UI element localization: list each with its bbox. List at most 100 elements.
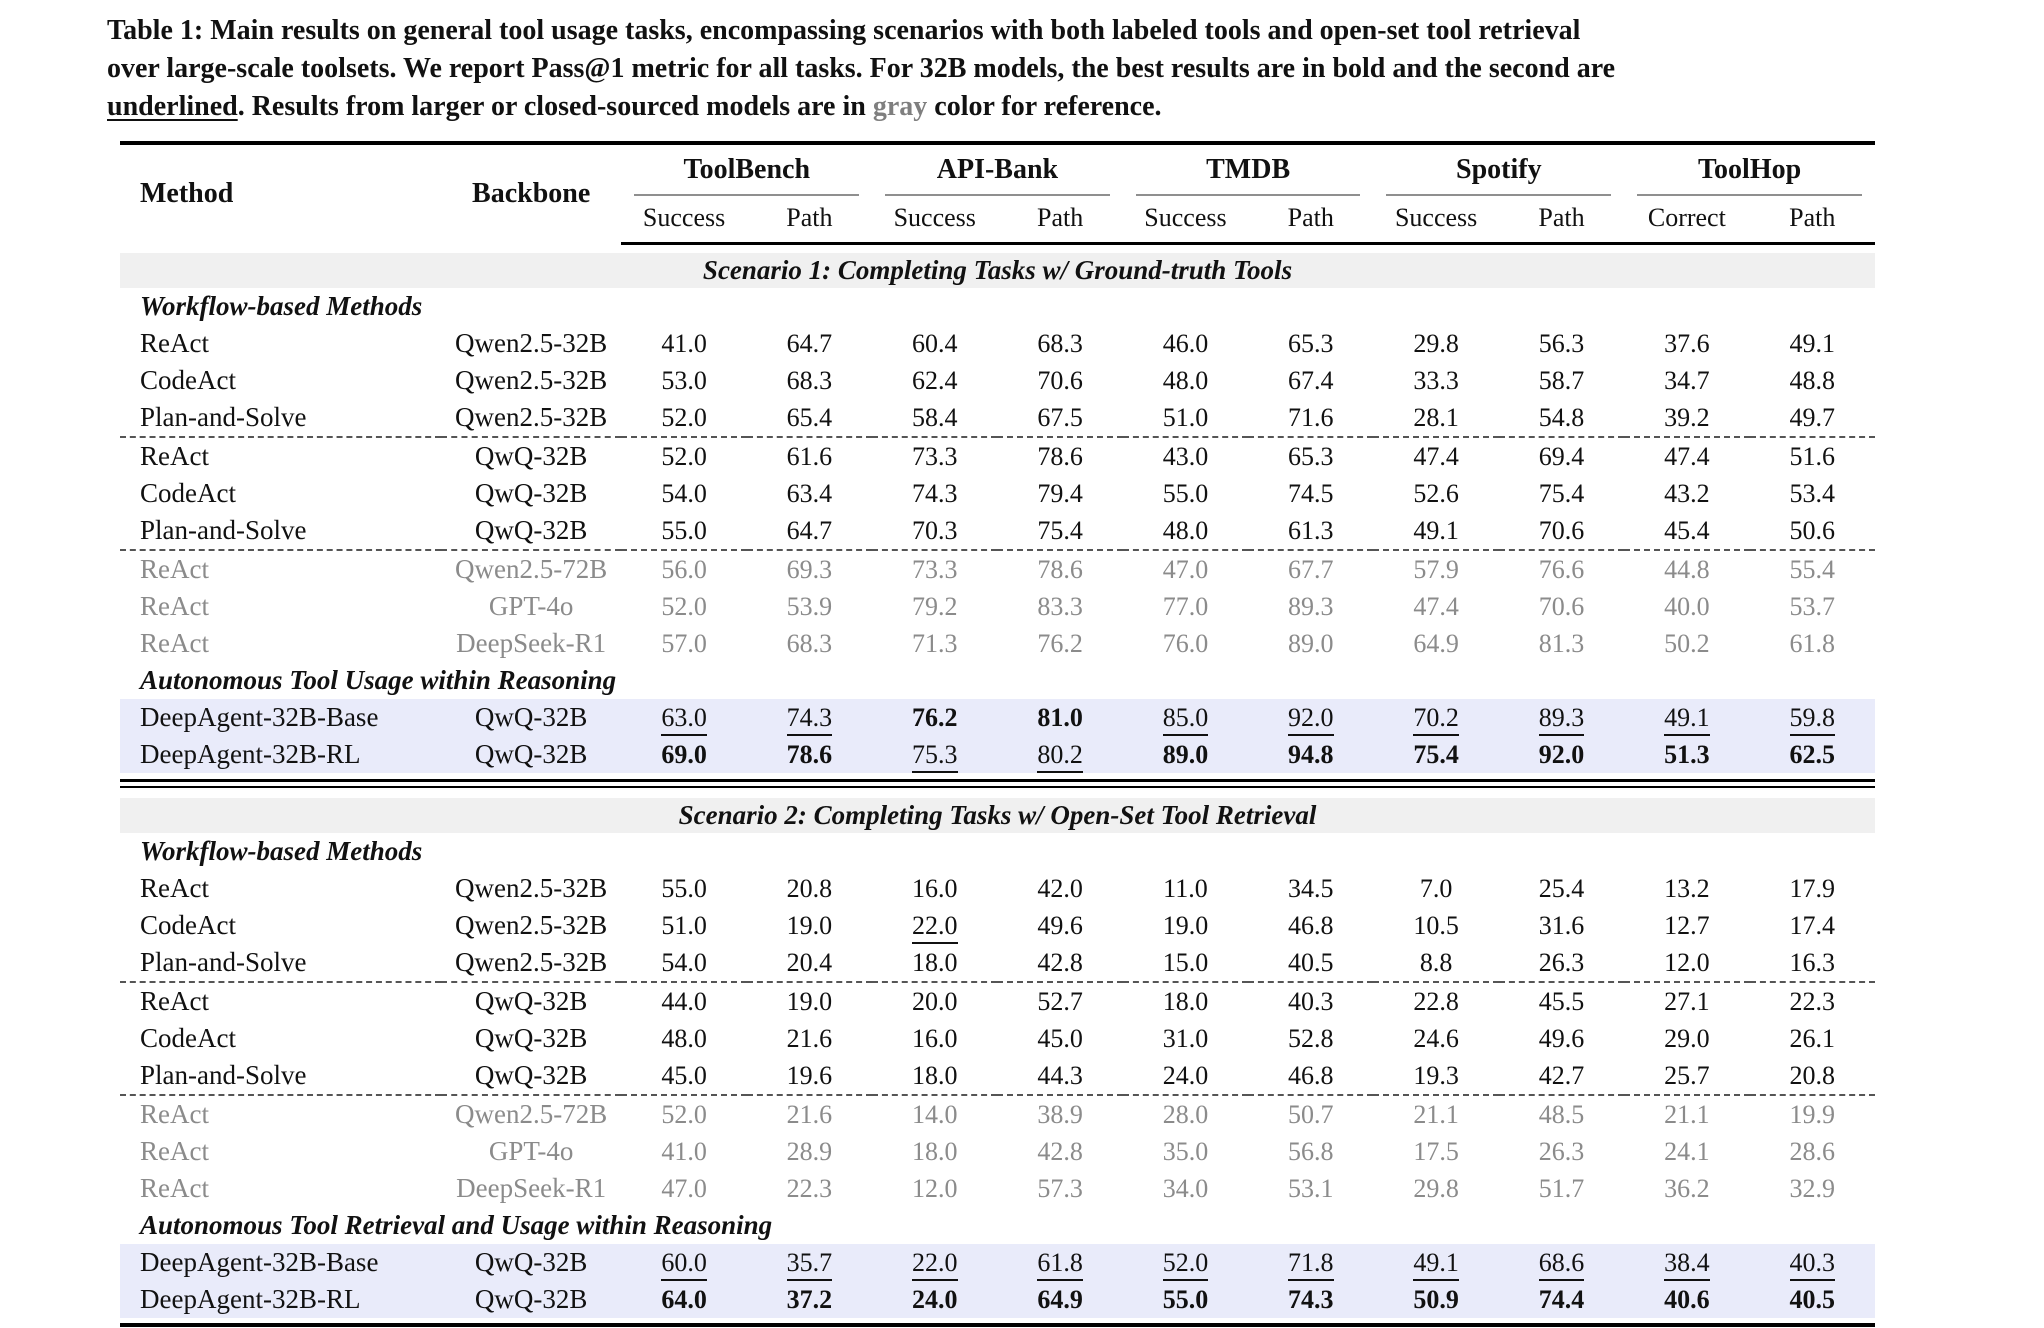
value-cell: 33.3 [1373, 362, 1498, 399]
value-text: 65.4 [786, 403, 833, 432]
value-text: 33.3 [1413, 366, 1459, 395]
value-text: 74.3 [1288, 1285, 1334, 1314]
value-text: 47.4 [1413, 592, 1459, 621]
value-text: 17.5 [1413, 1137, 1459, 1166]
backbone-cell: QwQ-32B [440, 981, 622, 1020]
value-text: 35.0 [1162, 1137, 1209, 1166]
value-cell: 46.8 [1248, 1057, 1373, 1095]
value-text: 48.0 [1162, 516, 1209, 545]
section-label: Workflow-based Methods [140, 291, 423, 321]
value-cell: 47.0 [621, 1170, 746, 1207]
value-cell: 74.3 [872, 475, 997, 512]
value-cell: 65.3 [1248, 325, 1373, 362]
value-cell: 68.6 [1498, 1244, 1625, 1281]
value-text: 42.8 [1037, 948, 1083, 977]
value-cell: 68.3 [747, 625, 872, 662]
value-text: 56.3 [1538, 329, 1585, 358]
value-cell: 44.3 [997, 1057, 1122, 1095]
method-cell: Plan-and-Solve [140, 402, 307, 432]
value-text: 12.7 [1664, 911, 1710, 940]
value-cell: 89.0 [1122, 736, 1249, 773]
value-cell: 56.8 [1248, 1133, 1373, 1170]
value-text: 44.8 [1664, 555, 1710, 584]
value-cell: 70.6 [997, 362, 1122, 399]
value-text: 26.3 [1538, 1137, 1585, 1166]
value-text: 62.4 [912, 366, 958, 395]
value-text: 57.3 [1037, 1174, 1083, 1203]
value-cell: 92.0 [1248, 699, 1374, 736]
method-cell: CodeAct [140, 910, 236, 940]
value-cell: 60.0 [621, 1244, 747, 1281]
value-cell: 65.3 [1248, 436, 1374, 475]
table-row: ReAct DeepSeek-R1 47.0 22.3 12.0 57.3 34.0 53.1… [120, 1170, 1875, 1207]
value-cell: 57.9 [1373, 549, 1499, 588]
value-cell: 8.8 [1373, 944, 1498, 982]
value-cell: 26.1 [1750, 1020, 1875, 1057]
value-text: 60.4 [912, 329, 958, 358]
value-text: 40.5 [1288, 948, 1334, 977]
value-cell: 46.8 [1248, 907, 1373, 944]
value-text: 52.0 [1162, 1249, 1209, 1281]
value-text: 55.0 [661, 516, 707, 545]
divider-cell [120, 779, 1875, 788]
method-cell: ReAct [140, 328, 209, 358]
value-cell: 67.7 [1248, 549, 1374, 588]
value-cell: 21.1 [1624, 1094, 1750, 1133]
value-text: 19.9 [1789, 1100, 1836, 1129]
table-caption: Table 1: Main results on general tool us… [107, 12, 1875, 126]
value-cell: 60.4 [872, 325, 997, 362]
value-cell: 70.2 [1373, 699, 1499, 736]
value-cell: 62.5 [1749, 736, 1875, 773]
backbone-cell: DeepSeek-R1 [456, 628, 607, 658]
value-cell: 15.0 [1123, 944, 1248, 982]
value-text: 74.3 [912, 479, 958, 508]
value-cell: 55.0 [1123, 475, 1248, 512]
value-cell: 32.9 [1750, 1170, 1875, 1207]
value-cell: 78.6 [997, 549, 1123, 588]
value-cell: 55.4 [1749, 549, 1875, 588]
value-cell: 80.2 [997, 736, 1123, 773]
method-cell: DeepAgent-32B-Base [120, 1244, 441, 1281]
value-text: 89.3 [1288, 592, 1334, 621]
value-text: 75.3 [912, 741, 958, 773]
value-text: 79.2 [912, 592, 958, 621]
value-cell: 56.3 [1499, 325, 1624, 362]
value-text: 46.0 [1162, 329, 1209, 358]
value-text: 71.6 [1288, 403, 1334, 432]
value-text: 58.7 [1538, 366, 1585, 395]
value-text: 69.3 [786, 555, 833, 584]
value-text: 73.3 [912, 555, 958, 584]
value-text: 27.1 [1664, 987, 1710, 1016]
value-text: 19.0 [1162, 911, 1209, 940]
value-text: 44.0 [661, 987, 707, 1016]
value-cell: 40.5 [1248, 944, 1373, 982]
value-text: 64.9 [1037, 1285, 1083, 1314]
table-row: DeepAgent-32B-RL QwQ-32B 69.0 78.6 75.3 80.2 8… [120, 736, 1875, 773]
value-text: 20.4 [786, 948, 833, 977]
value-cell: 61.8 [997, 1244, 1123, 1281]
value-text: 29.8 [1413, 1174, 1459, 1203]
value-cell: 21.6 [746, 1094, 873, 1133]
value-cell: 49.1 [1373, 512, 1498, 550]
method-cell: ReAct [140, 591, 209, 621]
value-cell: 19.9 [1749, 1094, 1875, 1133]
value-cell: 24.0 [872, 1281, 998, 1318]
value-text: 75.4 [1538, 479, 1585, 508]
backbone-cell: Qwen2.5-32B [455, 873, 608, 903]
scenario-title: Scenario 2: Completing Tasks w/ Open-Set… [120, 798, 1875, 833]
value-text: 55.0 [661, 874, 707, 903]
value-text: 53.7 [1789, 592, 1836, 621]
value-cell: 51.7 [1499, 1170, 1624, 1207]
metric-subcolumn-header: Path [1749, 196, 1875, 245]
backbone-cell: QwQ-32B [474, 515, 588, 545]
value-cell: 79.4 [997, 475, 1122, 512]
value-text: 80.2 [1037, 741, 1083, 773]
section-label-row: Workflow-based Methods [120, 833, 1875, 870]
value-cell: 43.0 [1122, 436, 1249, 475]
section-label-row: Autonomous Tool Retrieval and Usage with… [120, 1207, 1875, 1244]
benchmark-group-header: Spotify [1373, 143, 1624, 196]
value-text: 64.0 [661, 1285, 707, 1314]
value-cell: 40.3 [1749, 1244, 1875, 1281]
value-cell: 67.4 [1248, 362, 1373, 399]
value-text: 53.4 [1789, 479, 1836, 508]
